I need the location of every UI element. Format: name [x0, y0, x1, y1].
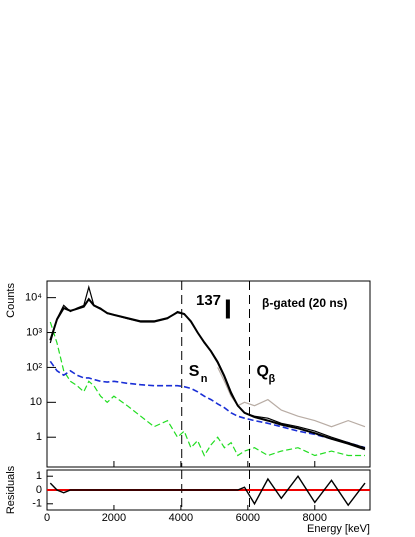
nucleus-symbol: I: [224, 293, 232, 324]
marker-subscript: β: [269, 373, 276, 385]
residual-axis-label: Residuals: [5, 465, 17, 514]
y-axis-label: Counts: [5, 283, 17, 318]
residual-line: [49, 474, 366, 507]
marker-symbol: S: [189, 363, 200, 380]
residual-tick-label: -1: [32, 498, 42, 510]
y-tick-label: 10³: [26, 326, 42, 338]
x-tick-label: 6000: [236, 512, 260, 524]
main-frame: [46, 280, 371, 468]
marker-symbol: Q: [257, 363, 269, 380]
series-line: [49, 284, 366, 449]
y-tick-label: 10: [30, 396, 42, 408]
x-tick-label: 8000: [303, 512, 327, 524]
series-line: [49, 321, 365, 457]
residual-tick-label: 0: [36, 484, 42, 496]
series-line: [49, 297, 366, 451]
y-tick-label: 1: [36, 431, 42, 443]
series-line: [49, 360, 366, 449]
x-tick-label: 4000: [169, 512, 193, 524]
x-tick-label: 0: [44, 512, 50, 524]
x-tick-label: 2000: [102, 512, 126, 524]
x-axis-label: Energy [keV]: [307, 523, 370, 535]
y-tick-label: 10²: [26, 361, 42, 373]
y-tick-label: 10⁴: [25, 292, 42, 304]
gate-note: β-gated (20 ns): [262, 296, 347, 310]
residual-tick-label: 1: [36, 470, 42, 482]
nucleus-mass: 137: [196, 292, 221, 309]
marker-subscript: n: [201, 373, 208, 385]
series-line: [217, 367, 366, 428]
